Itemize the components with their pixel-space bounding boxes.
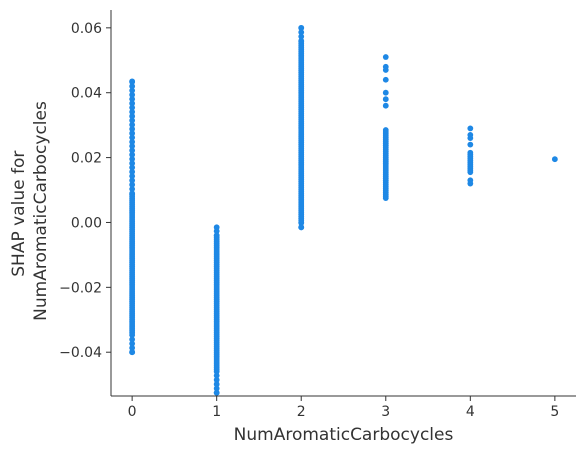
scatter-point [129, 151, 136, 158]
scatter-point [298, 33, 305, 40]
x-tick-label: 0 [128, 404, 137, 420]
scatter-point [382, 63, 389, 70]
scatter-point [129, 143, 136, 150]
scatter-point [129, 117, 136, 124]
scatter-point [298, 29, 305, 36]
scatter-point [298, 37, 305, 44]
scatter-point [467, 149, 474, 156]
y-axis-title-line-1: SHAP value for [9, 151, 29, 277]
y-ticks: −0.04 −0.02 0.00 0.02 0.04 0.06 [59, 21, 111, 361]
y-tick-label: 0.04 [71, 86, 102, 102]
x-tick-label: 2 [297, 404, 306, 420]
scatter-point [129, 130, 136, 137]
scatter-point [467, 131, 474, 138]
scatter-point [129, 96, 136, 102]
scatter-point [213, 377, 220, 383]
scatter-point [129, 332, 136, 338]
scatter-point [467, 177, 474, 184]
x-tick-label: 5 [550, 404, 559, 420]
scatter-point [213, 232, 220, 239]
scatter-point [382, 89, 389, 96]
scatter-point [129, 121, 136, 128]
y-tick-label: 0.00 [71, 215, 102, 231]
x-tick-label: 4 [466, 404, 475, 420]
scatter-point [129, 104, 136, 111]
scatter-point [298, 224, 305, 231]
scatter-point [129, 134, 136, 141]
scatter-point [213, 389, 220, 396]
scatter-point [129, 168, 136, 175]
scatter-point [213, 385, 220, 392]
x-tick-label: 3 [381, 404, 390, 420]
scatter-point [467, 125, 474, 132]
scatter-point [213, 372, 220, 379]
scatter-point [382, 76, 389, 83]
scatter-point [129, 126, 136, 132]
scatter-point [129, 186, 136, 192]
y-tick-label: 0.06 [71, 21, 102, 37]
y-tick-label: 0.02 [71, 151, 102, 167]
scatter-point [129, 173, 136, 180]
scatter-point [467, 141, 474, 148]
x-tick-label: 1 [212, 404, 221, 420]
y-axis-title: SHAP value for NumAromaticCarbocycles [9, 101, 51, 321]
scatter-point [382, 102, 389, 109]
scatter-point [129, 109, 136, 115]
y-axis-title-line-2: NumAromaticCarbocycles [31, 101, 51, 321]
scatter-point [298, 220, 305, 226]
scatter-point [129, 91, 136, 98]
scatter-point [382, 96, 389, 103]
scatter-point [129, 349, 136, 356]
scatter-point [129, 147, 136, 154]
scatter-point [129, 100, 136, 107]
scatter-point [129, 87, 136, 94]
scatter-point [129, 160, 136, 167]
scatter-point [551, 156, 558, 163]
scatter-point [129, 156, 136, 162]
scatter-point [129, 340, 136, 347]
scatter-point [129, 113, 136, 120]
scatter-point [129, 336, 136, 343]
scatter-point [129, 177, 136, 184]
scatter-point [213, 224, 220, 231]
scatter-point [129, 83, 136, 90]
x-axis-title: NumAromaticCarbocycles [234, 425, 454, 445]
y-tick-label: −0.02 [59, 280, 102, 296]
scatter-point [129, 164, 136, 171]
x-ticks: 0 1 2 3 4 5 [128, 396, 559, 420]
y-tick-label: −0.04 [59, 345, 102, 361]
scatter-point [129, 181, 136, 188]
scatter-point [129, 138, 136, 145]
scatter-point [382, 54, 389, 60]
scatter-point [129, 78, 136, 85]
scatter-point [213, 381, 220, 388]
scatter-point [129, 190, 136, 197]
points-layer [129, 24, 558, 396]
scatter-point [129, 345, 136, 351]
scatter-point [298, 24, 305, 31]
scatter-point [382, 127, 389, 133]
